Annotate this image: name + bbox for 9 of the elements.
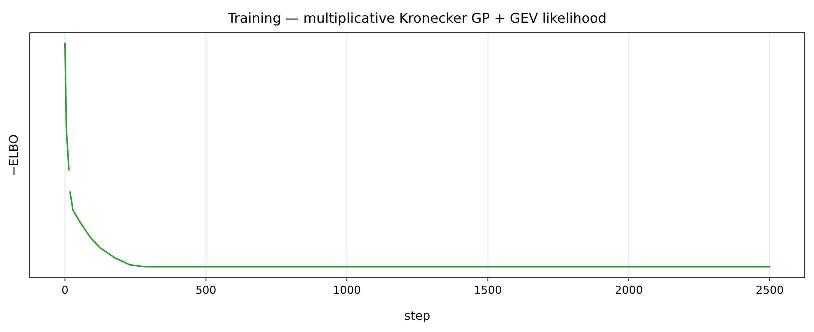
x-axis-title: step [404,309,430,323]
x-tick-label: 2000 [615,284,644,297]
x-tick-label: 0 [62,284,69,297]
chart-title: Training — multiplicative Kronecker GP + GEV likelihood [227,11,607,27]
y-axis-title: −ELBO [7,134,21,176]
x-tick-label: 1000 [333,284,362,297]
x-tick-label: 2500 [756,284,784,297]
x-tick-label: 1500 [474,284,502,297]
x-tick-label: 500 [196,284,217,297]
